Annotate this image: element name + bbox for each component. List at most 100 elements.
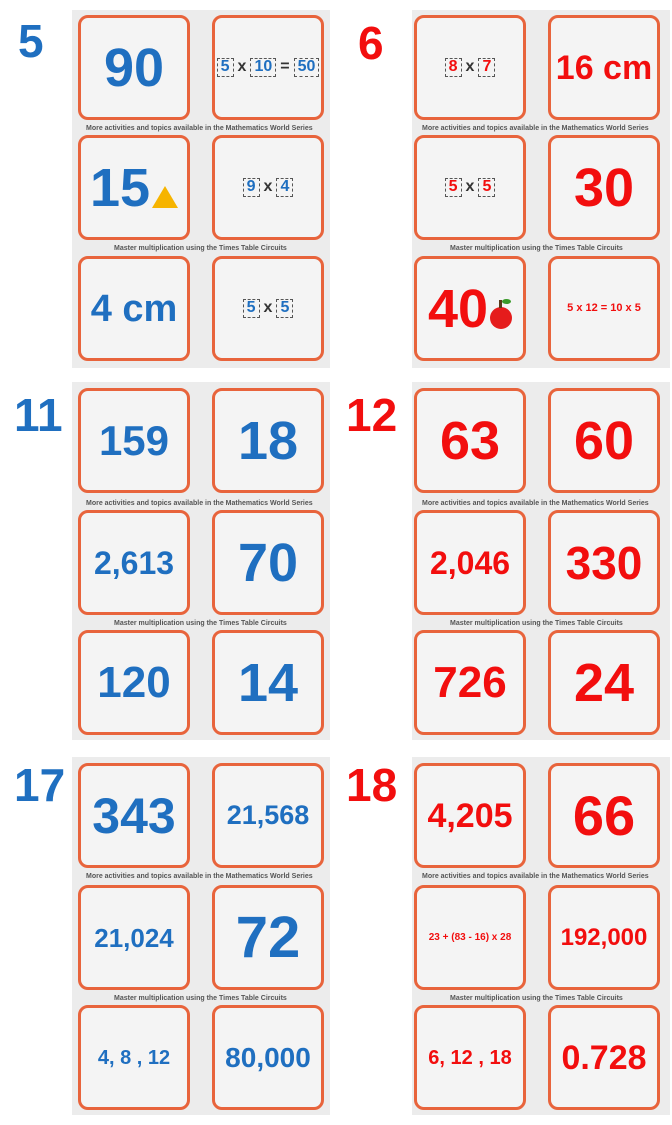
card[interactable]: 30 [548, 135, 660, 240]
card-value: 21,024 [94, 922, 174, 953]
circuits-caption: Master multiplication using the Times Ta… [450, 620, 623, 627]
card-value: 16 cm [555, 48, 653, 87]
card-value: 4, 8 , 12 [97, 1046, 171, 1069]
card[interactable]: 70 [212, 510, 324, 615]
card[interactable]: 5 x 10 = 50 [212, 15, 324, 120]
card-value: 192,000 [560, 923, 648, 951]
number-box: 50 [293, 58, 320, 77]
times-sign: x [263, 178, 273, 196]
multiplication-equation: 8 x 7 [444, 58, 496, 77]
card[interactable]: 14 [212, 630, 324, 735]
card-value: 21,568 [226, 800, 310, 830]
multiplication-equation: 5 x 10 = 50 [216, 58, 320, 77]
card[interactable]: 63 [414, 388, 526, 493]
card[interactable]: 8 x 7 [414, 15, 526, 120]
card-value: 70 [237, 532, 299, 593]
number-box: 5 [478, 178, 496, 197]
card[interactable]: 2,613 [78, 510, 190, 615]
card-value: 726 [433, 657, 507, 707]
card[interactable]: 16 cm [548, 15, 660, 120]
card[interactable]: 159 [78, 388, 190, 493]
card-value: 14 [237, 652, 299, 713]
card[interactable]: 21,024 [78, 885, 190, 990]
card[interactable]: 5 x 12 = 10 x 5 [548, 256, 660, 361]
card[interactable]: 72 [212, 885, 324, 990]
card-value: 23 + (83 - 16) x 28 [428, 931, 512, 943]
card[interactable]: 23 + (83 - 16) x 28 [414, 885, 526, 990]
card-value: 80,000 [225, 1041, 311, 1073]
card-value: 4 cm [90, 287, 178, 330]
card[interactable]: 66 [548, 763, 660, 868]
card[interactable]: 343 [78, 763, 190, 868]
card-value: 343 [92, 787, 176, 844]
triangle-icon [152, 185, 179, 208]
card-value: 5 x 12 = 10 x 5 [567, 302, 641, 314]
card-value: 159 [98, 416, 170, 464]
card-value: 66 [572, 783, 636, 847]
circuits-caption: Master multiplication using the Times Ta… [450, 245, 623, 252]
card[interactable]: 18 [212, 388, 324, 493]
times-sign: x [465, 58, 475, 76]
card-value: 2,046 [429, 544, 511, 581]
mascot-17: 17 [14, 759, 66, 811]
circuits-caption: Master multiplication using the Times Ta… [450, 995, 623, 1002]
card[interactable]: 15 [78, 135, 190, 240]
number-box: 10 [250, 58, 277, 77]
card[interactable]: 2,046 [414, 510, 526, 615]
circuits-caption: Master multiplication using the Times Ta… [114, 245, 287, 252]
card-value: 18 [237, 410, 299, 471]
card[interactable]: 4,205 [414, 763, 526, 868]
card[interactable]: 80,000 [212, 1005, 324, 1110]
number-box: 9 [242, 178, 260, 197]
card[interactable]: 6, 12 , 18 [414, 1005, 526, 1110]
mascot-12: 12 [346, 389, 398, 441]
multiplication-equation: 9 x 4 [242, 178, 294, 197]
card[interactable]: 120 [78, 630, 190, 735]
card-value: 4,205 [427, 796, 513, 835]
series-caption: More activities and topics available in … [422, 873, 649, 880]
card-value: 6, 12 , 18 [428, 1046, 512, 1069]
card[interactable]: 4, 8 , 12 [78, 1005, 190, 1110]
number-box: 5 [276, 299, 294, 318]
card[interactable]: 21,568 [212, 763, 324, 868]
card[interactable]: 0.728 [548, 1005, 660, 1110]
multiplication-equation: 5 x 5 [242, 299, 294, 318]
number-box: 5 [242, 299, 260, 318]
card-value: 90 [103, 37, 165, 98]
times-sign: x [465, 178, 475, 196]
card-value: 0.728 [561, 1038, 647, 1077]
series-caption: More activities and topics available in … [422, 500, 649, 507]
card[interactable]: 24 [548, 630, 660, 735]
series-caption: More activities and topics available in … [86, 500, 313, 507]
series-caption: More activities and topics available in … [422, 125, 649, 132]
card[interactable]: 40 [414, 256, 526, 361]
equals-sign: = [280, 58, 290, 76]
times-sign: x [263, 299, 273, 317]
card-value: 40 [427, 278, 489, 339]
card[interactable]: 5 x 5 [414, 135, 526, 240]
series-caption: More activities and topics available in … [86, 125, 313, 132]
times-sign: x [237, 58, 247, 76]
circuits-caption: Master multiplication using the Times Ta… [114, 995, 287, 1002]
number-box: 5 [216, 58, 234, 77]
card[interactable]: 4 cm [78, 256, 190, 361]
card-value: 15 [89, 157, 151, 218]
card[interactable]: 5 x 5 [212, 256, 324, 361]
circuits-caption: Master multiplication using the Times Ta… [114, 620, 287, 627]
card-value: 120 [97, 657, 171, 707]
card[interactable]: 90 [78, 15, 190, 120]
number-box: 5 [444, 178, 462, 197]
series-caption: More activities and topics available in … [86, 873, 313, 880]
card[interactable]: 726 [414, 630, 526, 735]
card-value: 24 [573, 652, 635, 713]
card-value: 63 [439, 410, 501, 471]
card[interactable]: 192,000 [548, 885, 660, 990]
number-box: 4 [276, 178, 294, 197]
apple-icon [490, 298, 513, 329]
card[interactable]: 60 [548, 388, 660, 493]
card[interactable]: 9 x 4 [212, 135, 324, 240]
card[interactable]: 330 [548, 510, 660, 615]
card-value: 2,613 [93, 544, 175, 581]
multiplication-equation: 5 x 5 [444, 178, 496, 197]
mascot-11: 11 [14, 389, 63, 441]
